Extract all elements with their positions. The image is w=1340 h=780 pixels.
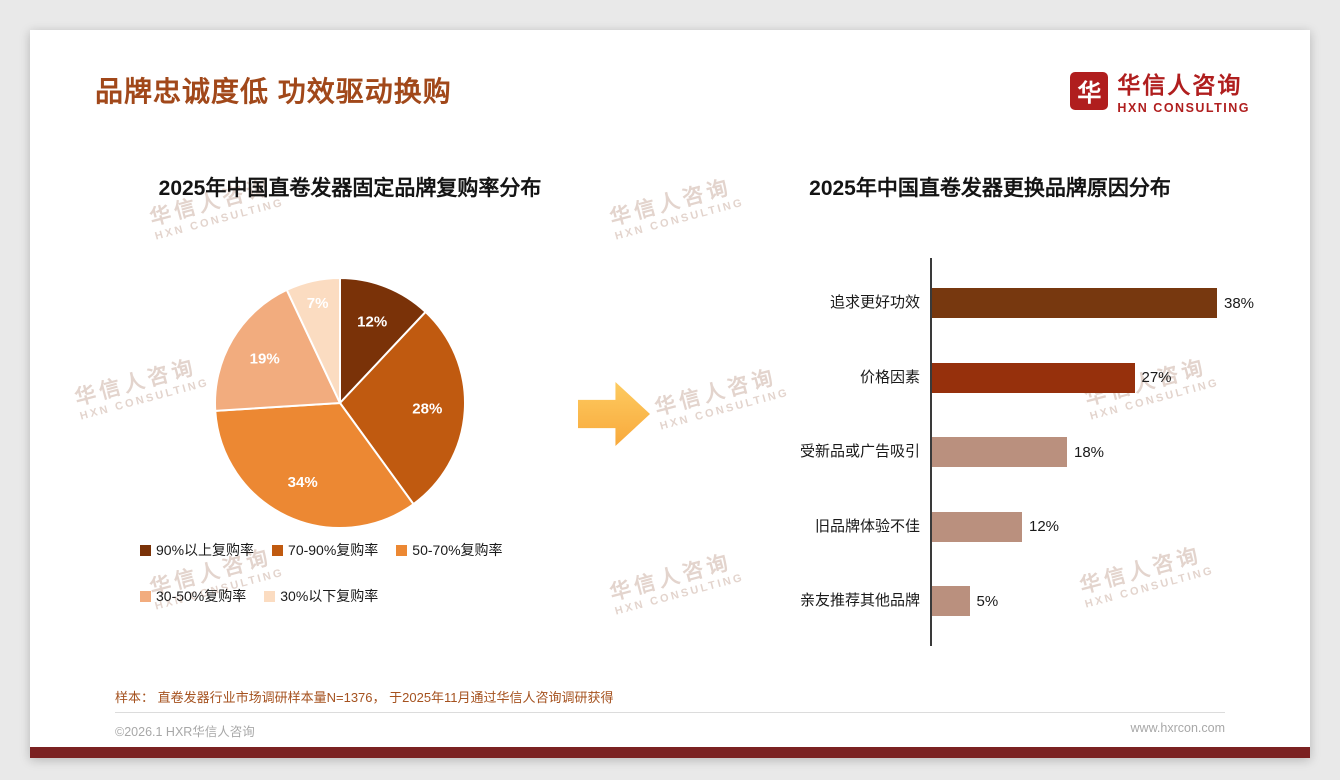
slide-title: 品牌忠诚度低 功效驱动换购 — [95, 76, 452, 107]
website-url: www.hxrcon.com — [1130, 721, 1225, 735]
bar-category-label: 价格因素 — [859, 368, 920, 386]
pie-slice-5 — [285, 276, 341, 404]
bar-value-label: 5% — [976, 592, 999, 610]
pie-slice-value: 7% — [307, 295, 329, 312]
legend-item-3: 50-70%复购率 — [396, 540, 503, 560]
bar-fill — [932, 586, 970, 616]
legend-label: 70-90%复购率 — [288, 542, 379, 558]
company-logo: 华 华信人咨询 HXN CONSULTING — [1070, 66, 1250, 115]
bar-value-label: 38% — [1224, 294, 1255, 312]
bar-fill — [932, 288, 1217, 318]
bar-row-3: 18% — [932, 437, 1270, 467]
bar-value-label: 18% — [1074, 443, 1105, 461]
bar-row-2: 27% — [932, 362, 1270, 393]
bar-category-label: 亲友推荐其他品牌 — [799, 592, 920, 609]
legend-swatch-icon — [272, 544, 284, 556]
bar-fill — [932, 437, 1067, 467]
bar-fill — [932, 511, 1022, 542]
right-arrow-icon — [578, 382, 650, 446]
bar-category-label: 旧品牌体验不佳 — [814, 517, 920, 535]
legend-label: 30%以下复购率 — [280, 588, 379, 604]
legend-swatch-icon — [140, 544, 151, 556]
pie-chart: 12% 28% 34% 19% 7% — [205, 268, 475, 538]
pie-slice-value: 12% — [357, 314, 387, 331]
pie-slice-4 — [214, 288, 342, 412]
logo-name-cn: 华信人咨询 — [1117, 72, 1243, 98]
bar-chart-title: 2025年中国直卷发器更换品牌原因分布 — [809, 177, 1171, 200]
bar-row-1: 38% — [932, 288, 1270, 318]
legend-label: 30-50%复购率 — [156, 588, 247, 604]
legend-item-2: 70-90%复购率 — [272, 540, 378, 560]
pie-slice-value: 28% — [412, 401, 442, 418]
content-layer: 品牌忠诚度低 功效驱动换购 华 华信人咨询 HXN CONSULTING 202… — [30, 30, 1310, 758]
pie-slice-3 — [214, 401, 415, 529]
legend-swatch-icon — [140, 590, 151, 602]
legend-item-1: 90%以上复购率 — [140, 540, 254, 560]
sample-note: 样本： 直卷发器行业市场调研样本量N=1376， 于2025年11月通过华信人咨… — [115, 690, 614, 705]
bar-value-label: 27% — [1141, 369, 1172, 386]
footer-divider — [115, 712, 1225, 713]
pie-legend: 90%以上复购率 70-90%复购率 50-70%复购率 30-50%复购率 30%以下… — [140, 540, 585, 606]
pie-slice-value: 19% — [250, 351, 280, 368]
legend-label: 50-70%复购率 — [412, 542, 503, 558]
legend-label: 90%以上复购率 — [156, 542, 255, 558]
copyright-text: ©2026.1 HXR华信人咨询 — [115, 725, 255, 739]
bar-category-labels: 追求更好功效价格因素受新品或广告吸引旧品牌体验不佳亲友推荐其他品牌 — [720, 258, 920, 646]
bar-category-label: 受新品或广告吸引 — [799, 443, 920, 460]
bar-value-label: 12% — [1029, 518, 1060, 535]
bar-fill — [932, 362, 1135, 393]
pie-slice-value: 34% — [288, 474, 318, 491]
bottom-accent-bar — [30, 747, 1310, 758]
pie-chart-title: 2025年中国直卷发器固定品牌复购率分布 — [158, 177, 542, 200]
legend-item-5: 30%以下复购率 — [264, 586, 378, 606]
bar-category-label: 追求更好功效 — [829, 294, 920, 311]
legend-item-4: 30-50%复购率 — [140, 586, 246, 606]
bar-chart: 38% 27% 18% 12% 5% — [930, 258, 1270, 646]
legend-swatch-icon — [264, 590, 276, 602]
slide-card: 华信人咨询 HXN CONSULTING 华信人咨询 HXN CONSULTING 华信… — [30, 30, 1310, 758]
pie-slice-2 — [338, 310, 466, 506]
logo-icon: 华 — [1070, 71, 1109, 110]
pie-slice-1 — [339, 276, 427, 406]
logo-text: 华信人咨询 HXN CONSULTING — [1117, 66, 1250, 115]
bar-row-4: 12% — [932, 511, 1270, 542]
logo-name-en: HXN CONSULTING — [1117, 101, 1250, 115]
legend-swatch-icon — [396, 544, 408, 556]
bar-row-5: 5% — [932, 586, 1270, 616]
